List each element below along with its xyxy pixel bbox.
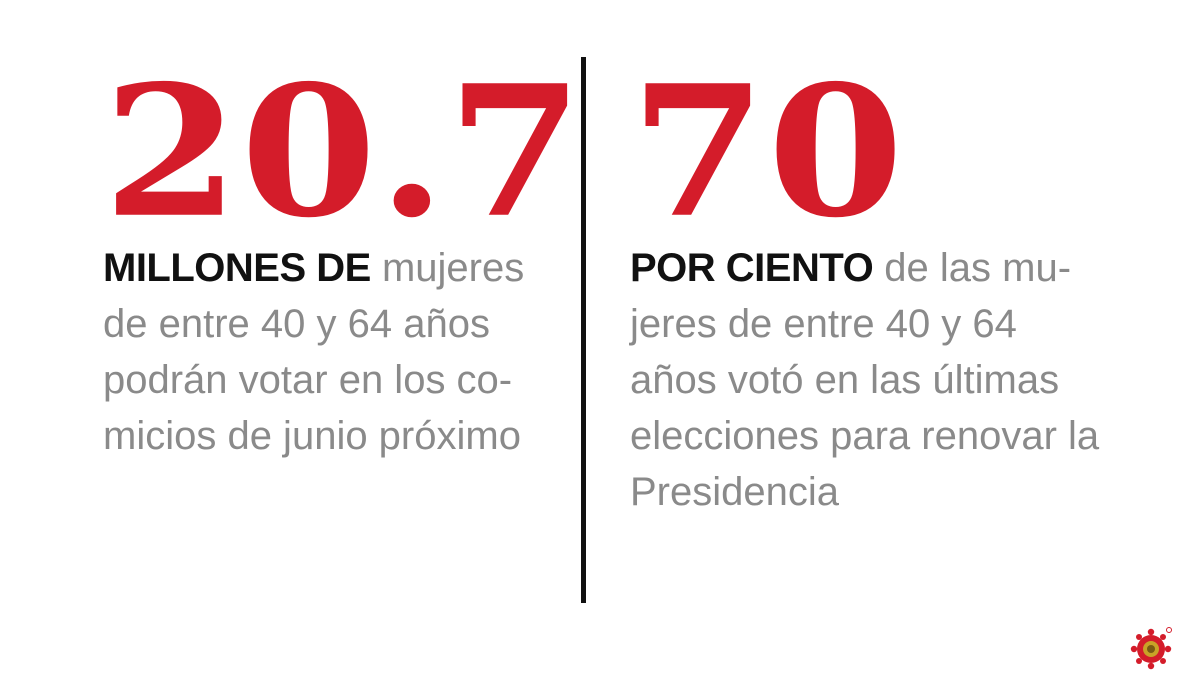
stat-number: 70 [630, 46, 905, 258]
stat-block-millions: 20.7 MILLONES DE mujeres de entre 40 y 6… [103, 46, 585, 464]
stat-lead: MILLONES DE [103, 246, 371, 290]
stat-number: 20.7 [103, 46, 585, 258]
stat-lead: POR CIENTO [630, 246, 874, 290]
stat-text: de las mu- jeres de entre 40 y 64 años v… [630, 246, 1100, 514]
stat-text: mujeres de entre 40 y 64 años podrán vot… [103, 246, 525, 458]
stat-description: POR CIENTO de las mu- jeres de entre 40 … [630, 240, 1150, 520]
stat-block-percent: 70 POR CIENTO de las mu- jeres de entre … [630, 62, 1150, 520]
publisher-logo-icon [1128, 626, 1174, 672]
vertical-divider [581, 57, 586, 603]
stat-description: MILLONES DE mujeres de entre 40 y 64 año… [103, 240, 553, 464]
